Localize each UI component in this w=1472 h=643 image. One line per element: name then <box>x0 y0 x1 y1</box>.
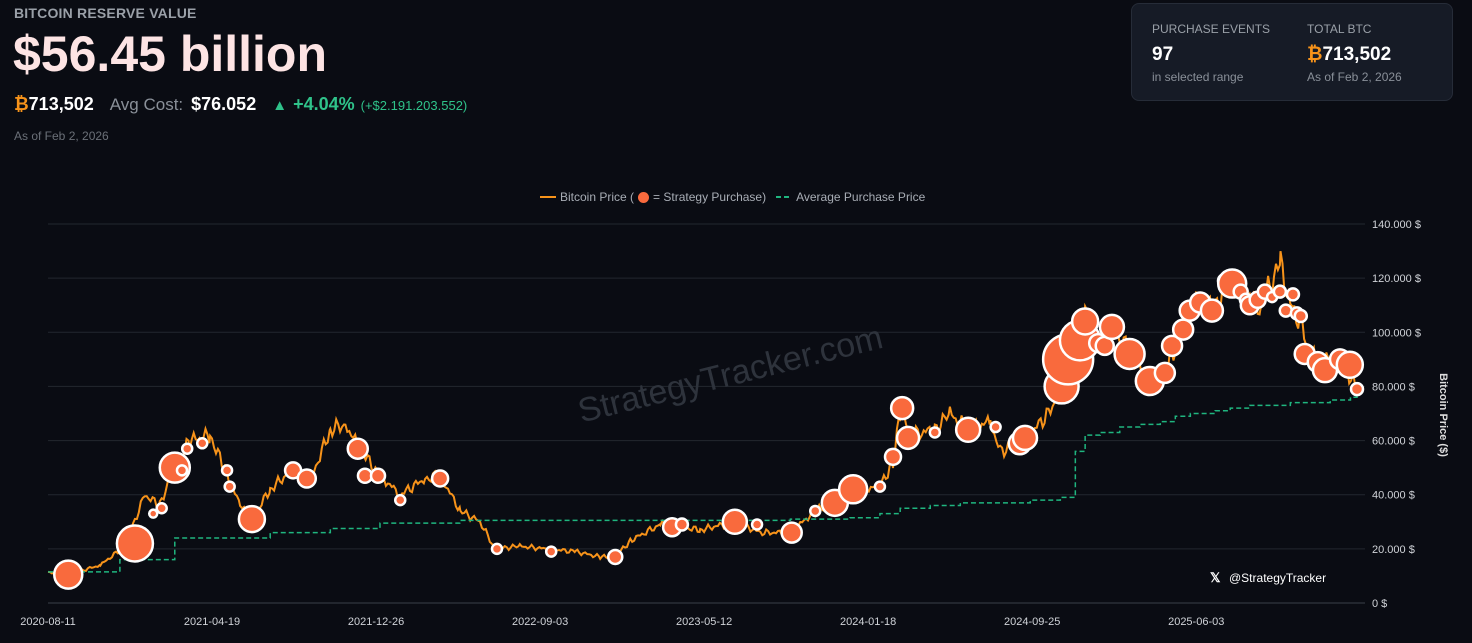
purchase-bubble[interactable] <box>220 464 234 477</box>
purchase-bubble[interactable] <box>873 480 887 493</box>
bitcoin-icon: ₿ <box>1307 44 1323 65</box>
purchase-bubble[interactable] <box>53 559 84 590</box>
purchase-bubble[interactable] <box>1285 287 1301 302</box>
purchase-bubble[interactable] <box>1011 424 1039 452</box>
purchase-legend-label[interactable]: = Strategy Purchase) <box>653 190 767 204</box>
purchase-bubble[interactable] <box>928 426 942 439</box>
events-value: 97 <box>1152 44 1174 65</box>
total-btc-value: 713,502 <box>1322 44 1392 65</box>
purchase-bubble[interactable] <box>369 467 387 485</box>
purchase-bubble[interactable] <box>544 545 558 558</box>
purchase-bubble[interactable] <box>490 542 504 556</box>
purchase-bubble[interactable] <box>237 504 267 534</box>
watermark: StrategyTracker.com <box>574 318 886 430</box>
purchase-bubble[interactable] <box>889 395 915 421</box>
reserve-value: $56.45 billion <box>13 26 328 82</box>
y-tick-label: 140.000 $ <box>1372 219 1421 231</box>
avg-legend-label[interactable]: Average Purchase Price <box>796 190 926 204</box>
purchase-bubble[interactable] <box>1335 350 1365 380</box>
x-tick-label: 2020-08-11 <box>20 616 75 628</box>
purchase-bubble[interactable] <box>954 416 982 443</box>
x-logo-icon: 𝕏 <box>1210 570 1221 585</box>
reserve-label: BITCOIN RESERVE VALUE <box>14 5 197 21</box>
purchase-bubble[interactable] <box>837 474 869 505</box>
twitter-handle[interactable]: @StrategyTracker <box>1229 571 1326 585</box>
y-tick-label: 20.000 $ <box>1372 544 1415 556</box>
summary-row: ₿ 713,502 Avg Cost: $76.052 ▲ +4.04% (+$… <box>14 94 467 115</box>
purchase-dot-icon <box>638 191 650 203</box>
bitcoin-icon: ₿ <box>14 94 29 114</box>
purchase-bubble[interactable] <box>1199 298 1225 323</box>
purchase-bubble[interactable] <box>1349 381 1365 397</box>
purchase-bubble[interactable] <box>750 518 764 531</box>
purchase-bubble[interactable] <box>1070 307 1100 336</box>
events-sub: in selected range <box>1152 70 1244 84</box>
x-tick-label: 2021-04-19 <box>184 616 240 628</box>
x-tick-label: 2022-09-03 <box>512 616 568 628</box>
purchase-bubble[interactable] <box>895 425 921 451</box>
up-arrow-icon: ▲ <box>272 97 288 114</box>
total-btc-sub: As of Feb 2, 2026 <box>1307 70 1402 84</box>
chart-legend: Bitcoin Price ( = Strategy Purchase) Ave… <box>540 190 925 204</box>
purchase-bubble[interactable] <box>296 468 318 489</box>
purchase-bubble[interactable] <box>607 548 624 566</box>
purchase-bubble[interactable] <box>346 437 370 460</box>
purchase-bubble[interactable] <box>1098 313 1126 341</box>
purchase-bubble[interactable] <box>195 437 209 450</box>
x-tick-label: 2023-05-12 <box>676 616 732 628</box>
purchase-bubble[interactable] <box>1113 337 1146 371</box>
purchase-bubble[interactable] <box>1153 361 1177 385</box>
change-percent: +4.04% <box>293 94 355 114</box>
y-tick-label: 40.000 $ <box>1372 490 1415 502</box>
total-btc-label: TOTAL BTC <box>1307 22 1372 36</box>
purchase-bubble[interactable] <box>115 524 155 563</box>
purchase-bubble[interactable] <box>883 447 903 467</box>
as-of-date: As of Feb 2, 2026 <box>14 129 109 143</box>
purchase-bubble[interactable] <box>393 493 407 507</box>
price-legend-line-icon[interactable] <box>540 196 556 198</box>
purchase-bubble[interactable] <box>175 464 189 477</box>
y-tick-label: 120.000 $ <box>1372 273 1421 285</box>
x-tick-label: 2021-12-26 <box>348 616 404 628</box>
purchase-bubble[interactable] <box>147 508 159 519</box>
change-amount: (+$2.191.203.552) <box>360 98 468 113</box>
x-tick-label: 2024-01-18 <box>840 616 896 628</box>
x-tick-label: 2025-06-03 <box>1168 616 1224 628</box>
purchase-bubble[interactable] <box>808 504 822 518</box>
x-tick-label: 2024-09-25 <box>1004 616 1060 628</box>
avg-cost-label: Avg Cost: <box>109 95 184 114</box>
purchase-bubble[interactable] <box>430 469 450 488</box>
average-purchase-price-line <box>48 395 1358 573</box>
purchase-bubble[interactable] <box>180 442 194 455</box>
purchase-bubble[interactable] <box>780 521 803 544</box>
purchase-bubble[interactable] <box>1272 284 1288 299</box>
y-tick-label: 60.000 $ <box>1372 436 1415 448</box>
purchase-bubble[interactable] <box>155 502 168 515</box>
purchase-bubble[interactable] <box>1160 334 1184 358</box>
avg-legend-dash-icon[interactable] <box>776 196 793 198</box>
y-tick-label: 80.000 $ <box>1372 381 1415 393</box>
y-tick-label: 100.000 $ <box>1372 327 1421 339</box>
purchase-bubble[interactable] <box>989 420 1002 434</box>
purchase-bubble[interactable] <box>1293 308 1309 324</box>
purchase-bubble[interactable] <box>721 508 749 536</box>
btc-holdings: 713,502 <box>28 94 94 114</box>
price-legend-label[interactable]: Bitcoin Price ( <box>560 190 635 204</box>
purchase-bubble[interactable] <box>674 517 690 532</box>
y-tick-label: 0 $ <box>1372 598 1387 610</box>
purchase-bubble[interactable] <box>223 480 236 493</box>
y-axis-title: Bitcoin Price ($) <box>1437 373 1449 457</box>
stats-card: PURCHASE EVENTS 97 in selected range TOT… <box>1131 3 1453 101</box>
purchase-bubble[interactable] <box>1171 318 1195 341</box>
avg-cost-value: $76.052 <box>191 94 257 114</box>
events-label: PURCHASE EVENTS <box>1152 22 1271 36</box>
